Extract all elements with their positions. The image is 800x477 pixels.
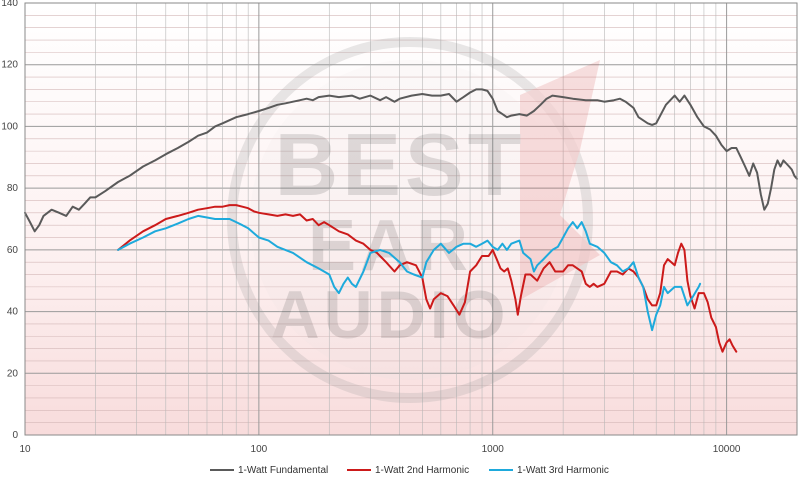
- y-tick-label: 0: [12, 430, 18, 441]
- y-tick-label: 100: [1, 121, 18, 132]
- legend-item: 1-Watt Fundamental: [210, 465, 328, 476]
- series-line-3: [117, 214, 702, 332]
- axis-ticks: 0 20 40 60 80 100 120 140 10 100 1000 10000: [1, 0, 741, 455]
- legend-item: 1-Watt 3rd Harmonic: [489, 465, 609, 476]
- legend-item: 1-Watt 2nd Harmonic: [347, 465, 469, 476]
- x-tick-label: 100: [251, 444, 268, 455]
- y-tick-label: 120: [1, 60, 18, 71]
- legend-label: 1-Watt Fundamental: [238, 465, 328, 476]
- y-tick-label: 20: [7, 368, 19, 379]
- y-tick-label: 60: [7, 245, 19, 256]
- series-line-2: [117, 204, 738, 353]
- svg-text:BEST: BEST: [275, 115, 526, 214]
- legend-label: 1-Watt 3rd Harmonic: [517, 465, 609, 476]
- y-tick-label: 140: [1, 0, 18, 9]
- plot-border: [24, 2, 798, 436]
- x-tick-label: 1000: [482, 444, 505, 455]
- y-tick-label: 80: [7, 183, 19, 194]
- svg-text:EAR: EAR: [308, 206, 472, 286]
- legend: 1-Watt Fundamental 1-Watt 2nd Harmonic 1-W…: [210, 465, 609, 476]
- series-line-1: [24, 88, 798, 233]
- x-tick-label: 10000: [713, 444, 741, 455]
- legend-label: 1-Watt 2nd Harmonic: [375, 465, 469, 476]
- svg-text:AUDIO: AUDIO: [270, 277, 509, 353]
- y-tick-label: 40: [7, 307, 19, 318]
- x-tick-label: 10: [19, 444, 31, 455]
- series-layer: [24, 88, 798, 353]
- plot-background: [25, 3, 797, 435]
